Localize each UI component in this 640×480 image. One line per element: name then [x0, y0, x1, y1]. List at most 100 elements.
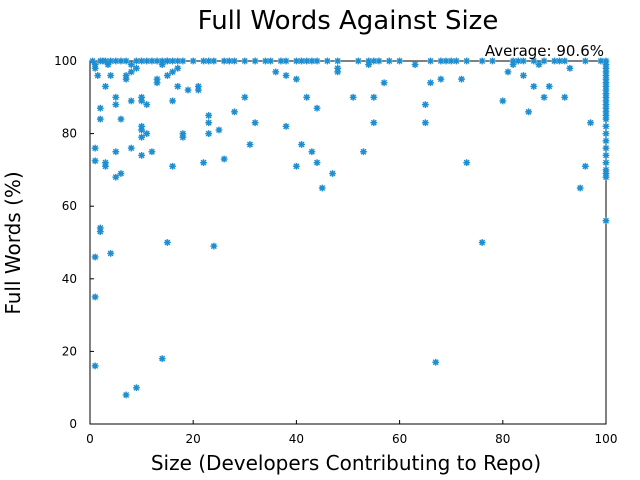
data-point [602, 144, 610, 152]
data-point [458, 75, 465, 83]
data-point [133, 64, 140, 72]
data-point [566, 64, 574, 72]
data-point [360, 148, 367, 156]
data-point [509, 61, 517, 69]
data-point [422, 119, 429, 127]
data-point [556, 57, 563, 65]
data-point [164, 239, 171, 246]
data-point [210, 242, 218, 250]
data-point [581, 162, 589, 170]
data-point [91, 362, 99, 370]
data-point [117, 170, 125, 177]
data-point [107, 72, 115, 79]
y-tick-label: 60 [62, 199, 77, 213]
data-point [602, 151, 610, 159]
data-point [504, 68, 512, 76]
data-point [602, 115, 610, 123]
data-point [602, 130, 610, 137]
data-point [169, 68, 176, 76]
data-point [200, 159, 207, 167]
data-point [112, 93, 120, 101]
data-point [545, 83, 553, 90]
data-point [318, 184, 326, 192]
data-point [576, 184, 584, 192]
data-point [267, 57, 274, 65]
data-point [127, 144, 135, 152]
data-point [329, 170, 336, 177]
data-point [143, 130, 151, 137]
data-point [514, 57, 522, 65]
data-point [540, 57, 548, 65]
data-point [437, 75, 445, 83]
data-point [127, 61, 135, 69]
data-point [525, 108, 532, 116]
data-point [602, 122, 610, 130]
data-point [396, 57, 403, 65]
data-point [91, 293, 99, 301]
data-point [91, 157, 99, 165]
y-tick-label: 80 [62, 127, 77, 141]
data-point [210, 57, 218, 65]
data-point [138, 97, 145, 105]
x-tick-label: 40 [289, 432, 304, 446]
data-point [138, 122, 145, 130]
data-point [313, 159, 321, 167]
data-point [313, 104, 321, 112]
x-tick-label: 0 [86, 432, 94, 446]
data-point [231, 57, 238, 65]
data-point [241, 93, 249, 101]
data-point [205, 57, 213, 65]
data-point [349, 93, 357, 101]
data-point [231, 108, 238, 116]
data-point [489, 57, 496, 65]
data-point [422, 101, 429, 108]
y-tick-label: 20 [62, 344, 77, 358]
data-point [148, 148, 156, 156]
data-point [334, 57, 342, 65]
data-point [96, 115, 104, 123]
data-point [179, 133, 187, 141]
data-point [437, 57, 445, 65]
data-point [91, 64, 99, 72]
data-point [370, 57, 378, 65]
data-point [102, 162, 109, 170]
data-point [447, 57, 455, 65]
data-point [308, 57, 316, 65]
data-point [602, 137, 610, 145]
data-point [104, 61, 112, 69]
data-point [169, 97, 176, 105]
data-point [127, 97, 135, 105]
data-point [298, 141, 305, 148]
data-point [158, 355, 166, 363]
data-point [246, 141, 254, 148]
data-point [96, 228, 104, 236]
data-point [375, 57, 383, 65]
data-point [277, 57, 285, 65]
data-point [602, 173, 610, 181]
data-point [308, 148, 316, 156]
data-point [535, 61, 543, 69]
y-tick-label: 40 [62, 272, 77, 286]
data-point [385, 57, 393, 65]
data-point [251, 119, 259, 127]
data-point [205, 130, 213, 137]
data-point [602, 159, 610, 167]
data-point [478, 57, 486, 65]
data-point [205, 119, 213, 127]
data-point [499, 97, 507, 105]
x-axis-label: Size (Developers Contributing to Repo) [151, 451, 541, 475]
data-point [241, 57, 249, 65]
plot-area [89, 60, 607, 425]
data-point [427, 57, 434, 65]
data-point [293, 162, 300, 170]
data-point [520, 72, 527, 79]
data-point [174, 83, 182, 90]
data-point [334, 64, 342, 72]
average-annotation: Average: 90.6% [485, 42, 604, 60]
data-point [112, 148, 120, 156]
data-point [179, 57, 187, 65]
data-point [169, 162, 176, 170]
data-point [112, 57, 120, 65]
data-point [94, 72, 102, 79]
data-point [365, 61, 373, 69]
